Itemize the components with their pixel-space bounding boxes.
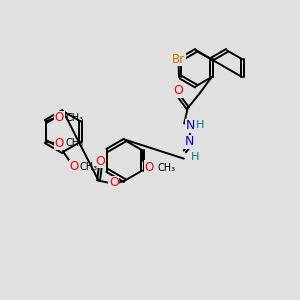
Text: O: O [109,176,119,190]
Text: H: H [191,152,199,162]
Text: N: N [186,119,195,132]
Text: N: N [185,136,194,148]
Text: CH₃: CH₃ [65,113,83,123]
Text: CH₃: CH₃ [80,162,98,172]
Text: CH₃: CH₃ [158,163,176,172]
Text: H: H [195,120,204,130]
Text: CH₃: CH₃ [65,138,83,148]
Text: O: O [55,111,64,124]
Text: O: O [55,137,64,150]
Text: O: O [69,160,79,173]
Text: O: O [173,84,183,98]
Text: O: O [145,161,154,174]
Text: O: O [95,155,105,168]
Text: Br: Br [172,53,185,66]
